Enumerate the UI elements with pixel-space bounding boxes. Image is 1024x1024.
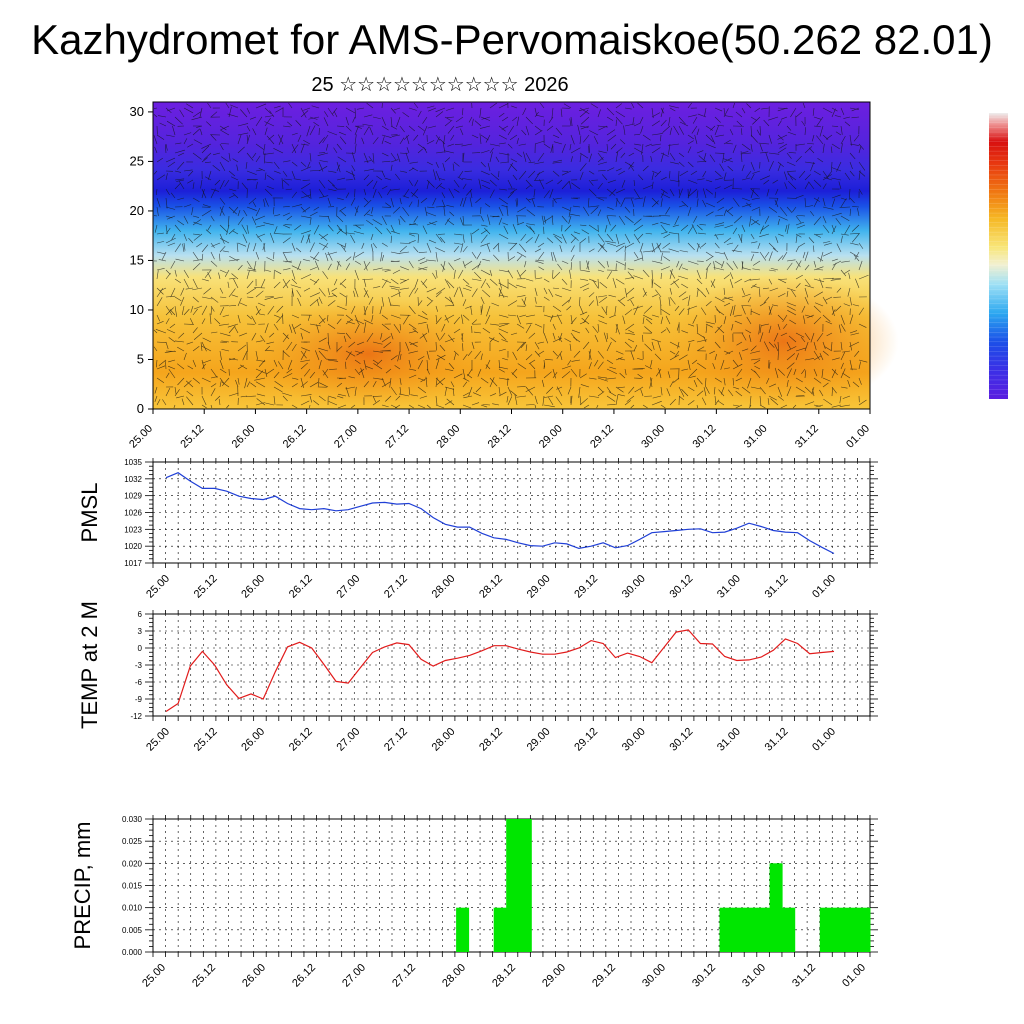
precip-bar	[782, 907, 796, 952]
precip-bar	[518, 819, 532, 952]
precip-bar	[732, 907, 745, 952]
precip-bar	[819, 907, 833, 952]
y-tick-label: 0.030	[122, 815, 143, 824]
y-tick-label: 3	[138, 627, 143, 636]
y-tick-label: 10	[130, 302, 144, 317]
grid	[153, 614, 870, 716]
warm-region-2	[253, 298, 483, 409]
y-tick-label: 15	[130, 252, 144, 267]
precip-bar	[506, 819, 520, 952]
y-tick-label: 25	[130, 153, 144, 168]
x-tick-label: 01.00	[840, 962, 868, 990]
temp-line	[165, 629, 835, 713]
warm-region	[669, 273, 899, 409]
wind-barbs	[153, 102, 869, 409]
colorbar	[989, 113, 1008, 399]
x-tick-label: 29.12	[590, 962, 618, 990]
y-tick-label: -6	[135, 678, 143, 687]
colorbar-gradient	[989, 113, 1008, 399]
chart-title: Kazhydromet for AMS-Pervomaiskoe(50.262 …	[31, 16, 993, 63]
x-tick-label: 28.00	[440, 962, 468, 990]
x-tick-label: 29.00	[540, 962, 568, 990]
y-tick-label: 0.005	[122, 926, 143, 935]
x-tick-label: 31.00	[740, 962, 768, 990]
y-axis-label: TEMP at 2 M	[77, 601, 102, 729]
precip-bars	[456, 819, 871, 952]
y-axis-label: PMSL	[77, 483, 102, 543]
y-tick-label: -3	[135, 661, 143, 670]
x-tick-label: 27.00	[340, 962, 368, 990]
y-tick-label: 1020	[124, 542, 142, 551]
precip-bar	[493, 907, 507, 952]
x-tick-label: 31.12	[790, 962, 818, 990]
y-tick-label: 1023	[124, 525, 142, 534]
x-tick-label: 30.00	[640, 962, 668, 990]
y-tick-label: 0.025	[122, 837, 143, 846]
precip-bar	[769, 863, 783, 952]
pmsl-line	[165, 472, 835, 555]
x-tick-label: 26.12	[290, 962, 318, 990]
y-tick-label: 0	[137, 401, 144, 416]
y-tick-label: 6	[138, 610, 143, 619]
y-tick-label: 1029	[124, 492, 142, 501]
y-tick-label: 1035	[124, 458, 142, 467]
y-tick-label: -12	[130, 712, 142, 721]
y-tick-label: 0.010	[122, 904, 143, 913]
x-tick-label: 25.12	[190, 962, 218, 990]
precip-bar	[832, 907, 846, 952]
x-tick-label: 28.12	[490, 962, 518, 990]
precip-bar	[456, 907, 470, 952]
precip-bar	[719, 907, 733, 952]
y-tick-label: 30	[130, 104, 144, 119]
precip-bar	[844, 907, 858, 952]
plot-frame	[152, 461, 871, 564]
y-tick-label: 0.015	[122, 882, 143, 891]
y-tick-label: 1017	[124, 559, 142, 568]
y-tick-label: 5	[137, 351, 144, 366]
precip-bar	[744, 907, 758, 952]
y-tick-label: -9	[135, 695, 143, 704]
y-tick-label: 0.020	[122, 859, 143, 868]
precip-bar	[857, 907, 871, 952]
y-tick-label: 0.000	[122, 948, 143, 957]
y-tick-label: 20	[130, 203, 144, 218]
y-tick-label: 1026	[124, 509, 142, 518]
precip-bar	[757, 907, 771, 952]
x-tick-label: 25.00	[140, 962, 168, 990]
x-tick-label: 27.12	[390, 962, 418, 990]
x-tick-label: 30.12	[690, 962, 718, 990]
x-tick-label: 26.00	[240, 962, 268, 990]
grid	[153, 462, 870, 563]
y-tick-label: 1032	[124, 475, 142, 484]
chart-subtitle: 25 ☆☆☆☆☆☆☆☆☆☆ 2026	[311, 74, 569, 96]
y-axis-label: PRECIP, mm	[70, 822, 95, 950]
y-tick-label: 0	[138, 644, 143, 653]
